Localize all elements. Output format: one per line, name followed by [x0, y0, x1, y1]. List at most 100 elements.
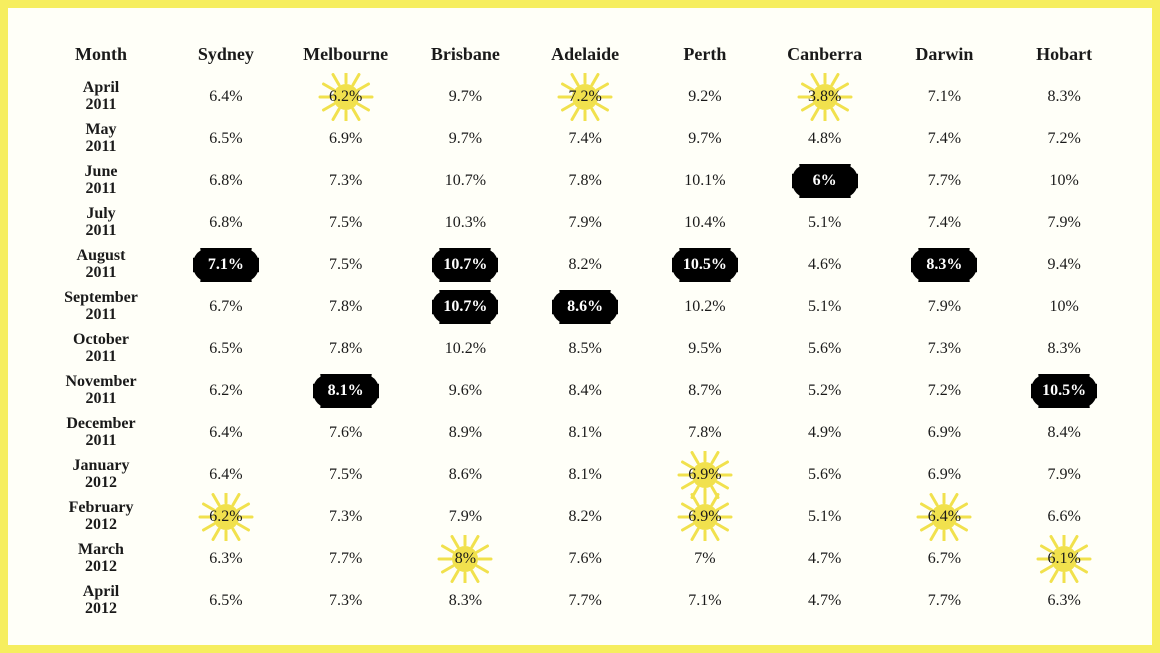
data-cell: 10.7% — [406, 286, 526, 328]
data-cell: 10.5% — [645, 244, 765, 286]
cell-value: 7.9% — [928, 298, 961, 316]
data-cell: 6.2% — [166, 496, 286, 538]
table-row: April20116.4% 6.2%9.7% 7.2%9.2% 3.8%7.1%… — [36, 76, 1124, 118]
cell-value: 6.2% — [329, 88, 362, 106]
cell-value: 8.6% — [567, 298, 603, 316]
data-cell: 5.1% — [765, 286, 885, 328]
data-cell: 7.4% — [885, 118, 1005, 160]
cell-highlight: 5.1% — [792, 289, 858, 325]
cell-highlight: 8.7% — [672, 373, 738, 409]
data-cell: 7.7% — [286, 538, 406, 580]
cell-value: 6.3% — [1047, 592, 1080, 610]
cell-value: 5.1% — [808, 298, 841, 316]
month-name: January — [73, 457, 130, 474]
data-cell: 4.7% — [765, 538, 885, 580]
month-year: 2011 — [85, 96, 116, 113]
cell-value: 7.1% — [208, 256, 244, 274]
row-month-label: April2012 — [36, 580, 166, 622]
cell-highlight: 6.3% — [1031, 583, 1097, 619]
cell-value: 6.1% — [1047, 550, 1080, 568]
table-row: September20116.7%7.8%10.7%8.6%10.2%5.1%7… — [36, 286, 1124, 328]
cell-highlight: 7.7% — [911, 163, 977, 199]
cell-value: 6% — [813, 172, 837, 190]
cell-highlight: 7.1% — [672, 583, 738, 619]
cell-highlight: 6.9% — [911, 415, 977, 451]
cell-highlight: 7.3% — [313, 499, 379, 535]
cell-highlight: 10.2% — [432, 331, 498, 367]
cell-value: 8.9% — [449, 424, 482, 442]
data-cell: 6.4% — [166, 454, 286, 496]
data-cell: 6.7% — [885, 538, 1005, 580]
cell-value: 9.6% — [449, 382, 482, 400]
cell-highlight: 8.2% — [552, 247, 618, 283]
cell-highlight: 10.3% — [432, 205, 498, 241]
data-cell: 5.1% — [765, 496, 885, 538]
cell-value: 10.7% — [443, 256, 487, 274]
cell-highlight: 8.9% — [432, 415, 498, 451]
cell-highlight: 4.8% — [792, 121, 858, 157]
data-cell: 7.6% — [286, 412, 406, 454]
cell-highlight: 7% — [672, 541, 738, 577]
table-row: May20116.5%6.9%9.7%7.4%9.7%4.8%7.4%7.2% — [36, 118, 1124, 160]
cell-value: 7.2% — [568, 88, 601, 106]
cell-value: 6.7% — [209, 298, 242, 316]
cell-value: 6.5% — [209, 592, 242, 610]
cell-value: 7.4% — [568, 130, 601, 148]
cell-highlight: 7.9% — [1031, 457, 1097, 493]
data-cell: 6.4% — [166, 412, 286, 454]
row-month-label: September2011 — [36, 286, 166, 328]
cell-value: 9.2% — [688, 88, 721, 106]
cell-value: 8.1% — [328, 382, 364, 400]
cell-value: 6.9% — [688, 508, 721, 526]
data-cell: 4.6% — [765, 244, 885, 286]
rates-table: Month Sydney Melbourne Brisbane Adelaide… — [36, 32, 1124, 622]
month-name: December — [66, 415, 135, 432]
cell-value: 7.3% — [329, 592, 362, 610]
data-cell: 8.7% — [645, 370, 765, 412]
cell-highlight: 6.2% — [313, 79, 379, 115]
row-month-label: January2012 — [36, 454, 166, 496]
cell-highlight: 9.7% — [432, 79, 498, 115]
cell-value: 10.5% — [683, 256, 727, 274]
cell-highlight: 8.6% — [552, 289, 618, 325]
cell-highlight: 6.5% — [193, 583, 259, 619]
cell-highlight: 8.2% — [552, 499, 618, 535]
month-year: 2012 — [85, 600, 117, 617]
cell-value: 4.7% — [808, 592, 841, 610]
cell-value: 6.2% — [209, 508, 242, 526]
data-cell: 10% — [1004, 160, 1124, 202]
cell-highlight: 6.7% — [911, 541, 977, 577]
month-year: 2012 — [85, 474, 117, 491]
cell-highlight: 6.4% — [193, 415, 259, 451]
cell-value: 10.2% — [445, 340, 486, 358]
data-cell: 6.6% — [1004, 496, 1124, 538]
month-name: November — [65, 373, 136, 390]
data-cell: 6.5% — [166, 118, 286, 160]
cell-value: 6.9% — [329, 130, 362, 148]
data-cell: 6.4% — [166, 76, 286, 118]
data-cell: 7.1% — [645, 580, 765, 622]
row-month-label: February2012 — [36, 496, 166, 538]
data-cell: 7.8% — [525, 160, 645, 202]
data-cell: 6.5% — [166, 580, 286, 622]
cell-highlight: 7.6% — [552, 541, 618, 577]
cell-highlight: 7.5% — [313, 247, 379, 283]
month-name: April — [83, 583, 119, 600]
cell-value: 5.6% — [808, 466, 841, 484]
cell-value: 5.1% — [808, 214, 841, 232]
data-cell: 8.1% — [525, 454, 645, 496]
data-cell: 7.1% — [885, 76, 1005, 118]
cell-value: 6.8% — [209, 172, 242, 190]
cell-value: 4.6% — [808, 256, 841, 274]
cell-highlight: 7.3% — [313, 583, 379, 619]
cell-highlight: 7.7% — [313, 541, 379, 577]
data-cell: 10% — [1004, 286, 1124, 328]
data-cell: 7.7% — [885, 160, 1005, 202]
data-cell: 7.8% — [645, 412, 765, 454]
cell-highlight: 6.5% — [193, 121, 259, 157]
data-cell: 8.4% — [525, 370, 645, 412]
month-name: September — [64, 289, 138, 306]
cell-value: 6.7% — [928, 550, 961, 568]
cell-value: 7.2% — [928, 382, 961, 400]
cell-value: 9.7% — [688, 130, 721, 148]
